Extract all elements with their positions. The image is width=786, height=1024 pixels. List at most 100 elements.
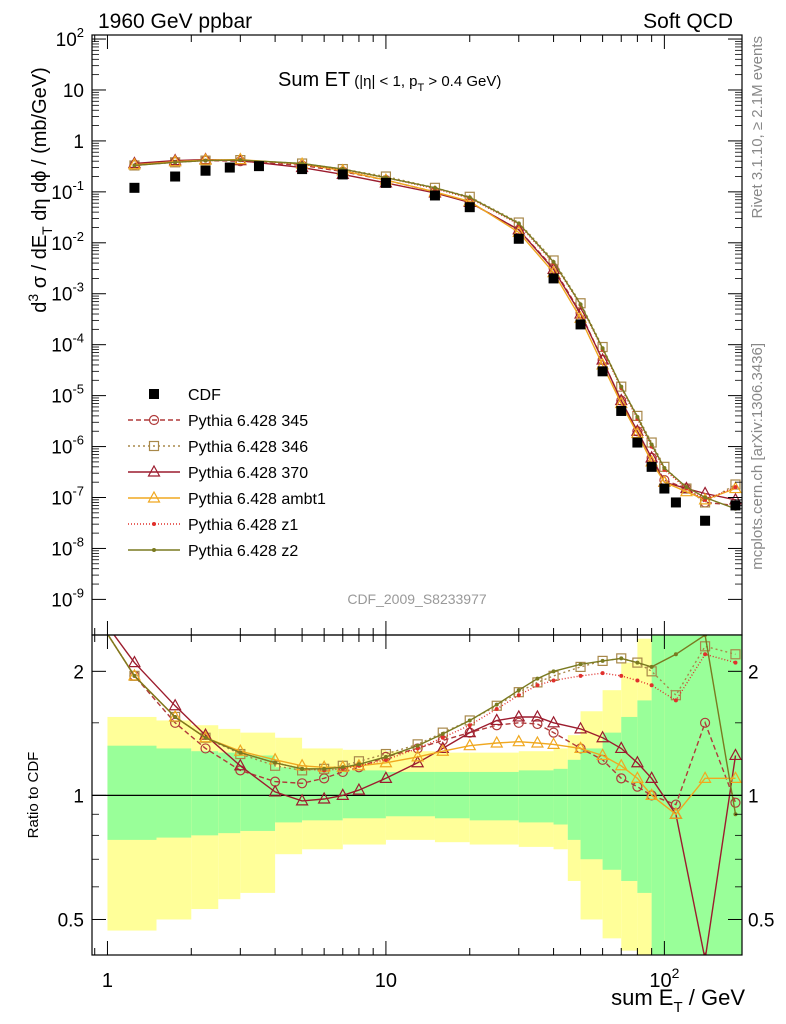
cdf-data-point xyxy=(700,515,711,526)
legend: CDF Pythia 6.428 345 Pythia 6.428 346 Pythi… xyxy=(128,387,326,560)
stat-band xyxy=(518,770,554,823)
cdf-data-point xyxy=(429,190,440,201)
mcplots-label: mcplots.cern.ch [arXiv:1306.3436] xyxy=(749,343,766,570)
ratio-series-3-point xyxy=(379,755,393,768)
stat-band xyxy=(637,700,652,893)
ratio-series-5-point xyxy=(340,765,345,770)
ratio-series-3-point xyxy=(96,618,107,628)
ratio-series-2-point xyxy=(436,741,450,754)
ratio-series-4-point xyxy=(649,683,654,688)
ratio-series-5-point xyxy=(635,660,640,665)
ratio-series-4-point xyxy=(733,660,738,665)
ratio-y-tick-label: 0.5 xyxy=(58,910,84,931)
ratio-series-2-point xyxy=(630,755,644,768)
ratio-series-4-point xyxy=(578,673,583,678)
ratio-series-1-point xyxy=(97,620,106,629)
ratio-series-3-point xyxy=(645,788,659,801)
plot-title-cut-sub: T xyxy=(418,82,425,94)
ratio-series-3-point xyxy=(728,771,742,783)
ratio-series-3-point xyxy=(233,743,247,756)
ratio-series-2-point xyxy=(547,715,561,728)
legend-marker xyxy=(152,522,156,526)
stat-band xyxy=(664,635,742,955)
ratio-series-2-point xyxy=(127,655,141,668)
cdf-data-point xyxy=(597,366,608,377)
y-axis-label: d3 σ / dET dη dϕ / (mb/GeV) xyxy=(25,67,55,313)
ratio-series-1-line xyxy=(107,635,736,772)
ratio-series-3-point xyxy=(490,735,504,748)
mc-series-5-point xyxy=(649,442,654,447)
y-tick-label: 10-9 xyxy=(51,585,84,611)
ratio-series-0-point xyxy=(616,773,627,784)
ratio-series-5-point xyxy=(415,743,420,748)
ratio-series-3-point xyxy=(669,807,683,819)
mc-series-5-point xyxy=(684,485,689,490)
y-tick-label: 10 xyxy=(63,81,84,102)
stat-band xyxy=(553,768,568,825)
y-tick-label: 1 xyxy=(73,132,84,153)
ratio-series-2-point xyxy=(295,793,309,806)
ratio-series-5-point xyxy=(600,658,605,663)
ratio-y-tick-label: 1 xyxy=(73,786,84,807)
ratio-series-4-point xyxy=(535,683,540,688)
cdf-data-point xyxy=(170,171,181,182)
y-tick-label: 10-2 xyxy=(51,229,84,255)
x-tick-label: 102 xyxy=(649,965,679,992)
y-label-end: dη dϕ / (mb/GeV) xyxy=(29,67,51,226)
mc-series-4-line xyxy=(134,159,736,501)
cdf-data-point xyxy=(253,161,264,172)
legend-marker xyxy=(152,548,156,552)
stat-band xyxy=(191,751,219,836)
ratio-series-3-point xyxy=(530,735,544,748)
header-energy-label: 1960 GeV ppbar xyxy=(98,10,252,33)
x-label-main: sum E xyxy=(611,985,673,1010)
ratio-series-5-point xyxy=(322,766,327,771)
ratio-series-5-point xyxy=(203,735,208,740)
mc-series-2-point xyxy=(630,423,644,436)
ratio-series-3-point xyxy=(199,730,213,743)
mc-series-5-point xyxy=(703,495,708,500)
plot-title-cut: (|η| < 1, p xyxy=(354,73,417,90)
ratio-series-5-point xyxy=(516,688,521,693)
ratio-series-4-point xyxy=(467,723,472,728)
cdf-data-point xyxy=(513,233,524,244)
ratio-y-axis-label: Ratio to CDF xyxy=(25,752,42,839)
mc-series-5-point xyxy=(619,384,624,389)
ratio-series-1-point xyxy=(699,641,711,652)
ratio-series-4-point xyxy=(440,735,445,740)
legend-marker xyxy=(147,464,161,477)
ratio-series-4-point xyxy=(415,746,420,751)
ratio-plot-panel: 0.5 0.5 1 1 2 2 1 10 102 Ratio to CDF sum ET / … xyxy=(25,618,774,1016)
stat-band xyxy=(602,732,622,870)
stat-band xyxy=(156,748,192,838)
ratio-series-4-point xyxy=(551,678,556,683)
x-axis-label: sum ET / GeV xyxy=(611,985,745,1016)
mc-series-5-point xyxy=(551,259,556,264)
legend-label: Pythia 6.428 z1 xyxy=(188,517,298,534)
plot-title-cut-end: > 0.4 GeV) xyxy=(424,73,501,90)
ratio-series-3-point xyxy=(614,758,628,771)
y-tick-label: 10-1 xyxy=(51,178,84,204)
stat-band xyxy=(302,768,343,821)
ratio-series-2-point xyxy=(614,741,628,754)
x-label-sub: T xyxy=(673,999,682,1016)
cdf-data-point xyxy=(337,169,348,180)
legend-marker xyxy=(147,490,161,503)
ratio-series-5-point xyxy=(238,750,243,755)
ratio-series-2-point xyxy=(530,709,544,722)
ratio-series-4-point xyxy=(516,693,521,698)
ratio-series-2-point xyxy=(490,713,504,726)
mc-series-5-point xyxy=(516,221,521,226)
cdf-data-point xyxy=(297,164,308,175)
analysis-watermark: CDF_2009_S8233977 xyxy=(347,591,487,607)
mc-series-3-point xyxy=(199,152,213,165)
mc-series-4-point xyxy=(733,485,738,490)
mc-series-5-point xyxy=(600,346,605,351)
mc-series-3-point xyxy=(168,154,182,167)
ratio-series-0-line xyxy=(107,635,737,806)
cdf-data-point xyxy=(659,483,670,494)
cdf-data-point xyxy=(129,182,140,193)
legend-label: Pythia 6.428 z2 xyxy=(188,543,298,560)
ratio-series-5-point xyxy=(173,714,178,719)
ratio-series-2-point xyxy=(463,725,477,738)
